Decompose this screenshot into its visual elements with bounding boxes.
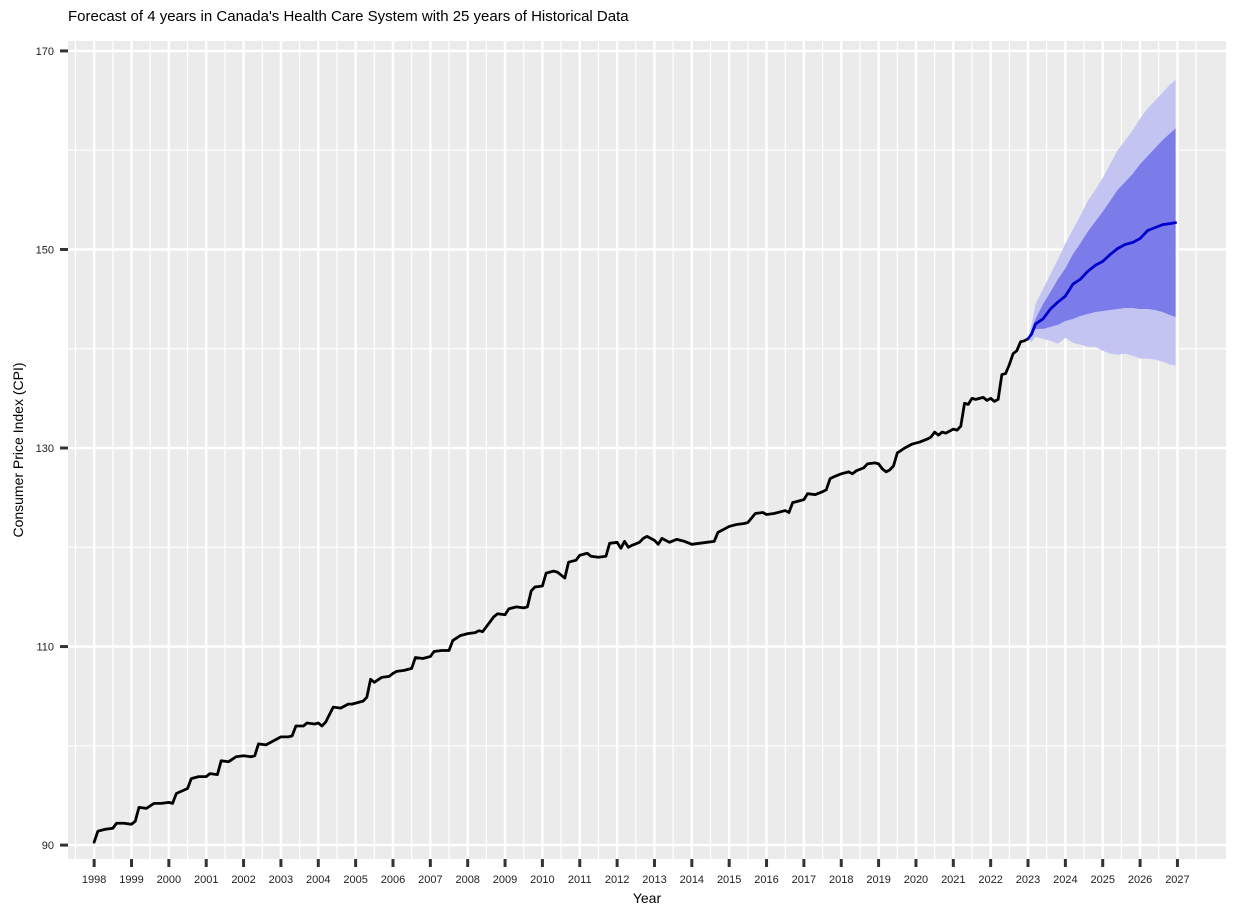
series-lines	[92, 221, 1177, 844]
x-tick-label: 2021	[941, 874, 965, 886]
x-tick-label: 2011	[568, 874, 592, 886]
x-tick-label: 2017	[792, 874, 816, 886]
historical-line	[92, 337, 1030, 844]
x-axis-label: Year	[633, 890, 662, 906]
x-tick-label: 2012	[605, 874, 629, 886]
x-tick-label: 2024	[1053, 874, 1077, 886]
x-tick-label: 2009	[493, 874, 517, 886]
x-tick-label: 2018	[829, 874, 853, 886]
forecast-line	[1026, 221, 1177, 341]
x-tick-label: 2016	[754, 874, 778, 886]
x-tick-label: 2000	[157, 874, 181, 886]
x-tick-label: 2027	[1165, 874, 1189, 886]
y-tick-label: 150	[36, 244, 54, 256]
confidence-bands	[1028, 79, 1176, 366]
x-tick-label: 2004	[306, 874, 330, 886]
axes: 1998 1999 2000 2001 2002 2003 2004 2005 2006 2007…	[36, 46, 1190, 886]
confidence-band-80	[1028, 128, 1176, 339]
y-tick-label: 130	[36, 443, 54, 455]
x-tick-label: 2019	[866, 874, 890, 886]
x-tick-label: 2015	[717, 874, 741, 886]
chart-title: Forecast of 4 years in Canada's Health C…	[68, 8, 629, 25]
x-tick-label: 2006	[381, 874, 405, 886]
x-tick-label: 2010	[530, 874, 554, 886]
x-tick-label: 2005	[343, 874, 367, 886]
grid-lines	[68, 41, 1226, 859]
x-tick-label: 2014	[680, 874, 704, 886]
x-tick-label: 2023	[1016, 874, 1040, 886]
x-tick-label: 2002	[231, 874, 255, 886]
plot-panel	[68, 41, 1226, 859]
x-tick-label: 2025	[1090, 874, 1114, 886]
x-tick-label: 2003	[269, 874, 293, 886]
y-axis-label: Consumer Price Index (CPI)	[10, 362, 26, 537]
x-tick-label: 1998	[82, 874, 106, 886]
x-tick-label: 2008	[455, 874, 479, 886]
y-tick-label: 170	[36, 46, 54, 58]
y-tick-label: 110	[36, 642, 54, 654]
x-tick-label: 2001	[194, 874, 218, 886]
x-tick-label: 2026	[1128, 874, 1152, 886]
x-tick-label: 2022	[978, 874, 1002, 886]
y-tick-label: 90	[42, 840, 54, 852]
x-tick-label: 2007	[418, 874, 442, 886]
x-tick-label: 2020	[904, 874, 928, 886]
x-tick-label: 1999	[119, 874, 143, 886]
x-tick-label: 2013	[642, 874, 666, 886]
